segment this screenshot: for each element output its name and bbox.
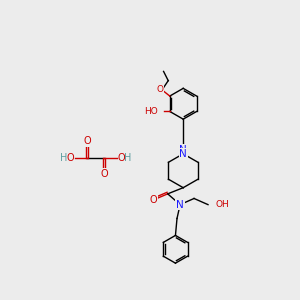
Text: O: O [117, 153, 125, 163]
Text: N: N [179, 145, 187, 155]
Text: OH: OH [216, 200, 230, 209]
Text: HO: HO [144, 107, 158, 116]
Text: N: N [179, 149, 187, 159]
Text: O: O [66, 153, 74, 163]
Text: H: H [124, 153, 131, 163]
Text: H: H [60, 153, 68, 163]
Text: O: O [157, 85, 164, 94]
Text: N: N [176, 200, 184, 210]
Text: O: O [83, 136, 91, 146]
Text: O: O [100, 169, 108, 179]
Text: O: O [150, 195, 158, 205]
